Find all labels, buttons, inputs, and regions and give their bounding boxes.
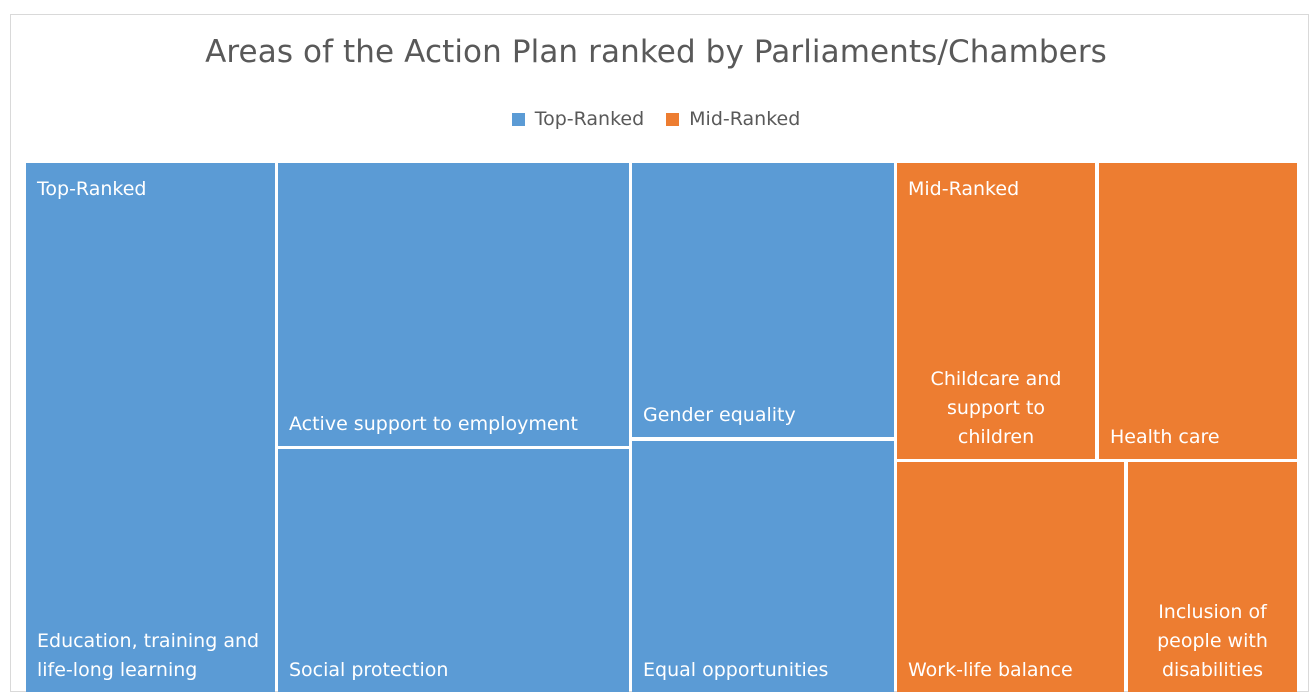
chart-title: Areas of the Action Plan ranked by Parli… bbox=[205, 34, 1107, 70]
tile-label-education-training-and-life-long-learning: Education, training and life-long learnin… bbox=[37, 630, 259, 681]
legend-label-mid-ranked: Mid-Ranked bbox=[689, 108, 801, 130]
legend-item-top-ranked: Top-Ranked bbox=[511, 108, 645, 130]
tile-work-life-balance bbox=[897, 462, 1124, 692]
legend: Top-Ranked Mid-Ranked bbox=[0, 108, 1312, 130]
tile-label-inclusion-of-people-with-disabilities: Inclusion of people with disabilities bbox=[1157, 601, 1268, 681]
legend-item-mid-ranked: Mid-Ranked bbox=[666, 108, 800, 130]
tile-childcare-and-support-to-children bbox=[897, 163, 1095, 459]
group-label-mid-ranked: Mid-Ranked bbox=[908, 178, 1019, 200]
tile-equal-opportunities bbox=[632, 441, 894, 692]
tile-label-health-care: Health care bbox=[1110, 426, 1220, 448]
group-label-top-ranked: Top-Ranked bbox=[36, 178, 146, 200]
tile-education-training-and-life-long-learning bbox=[26, 163, 275, 692]
tile-label-childcare-and-support-to-children: Childcare and support to children bbox=[931, 368, 1062, 448]
tile-active-support-to-employment bbox=[278, 163, 629, 446]
legend-swatch-mid-ranked bbox=[666, 112, 680, 126]
tile-health-care bbox=[1099, 163, 1297, 459]
tile-label-gender-equality: Gender equality bbox=[643, 404, 796, 426]
tile-label-equal-opportunities: Equal opportunities bbox=[643, 659, 828, 681]
tile-inclusion-of-people-with-disabilities bbox=[1128, 462, 1297, 692]
legend-label-top-ranked: Top-Ranked bbox=[534, 108, 645, 130]
tile-gender-equality bbox=[632, 163, 894, 437]
tile-label-active-support-to-employment: Active support to employment bbox=[289, 413, 578, 435]
tile-label-work-life-balance: Work-life balance bbox=[908, 659, 1073, 681]
tile-social-protection bbox=[278, 449, 629, 692]
legend-swatch-top-ranked bbox=[511, 112, 525, 126]
tile-label-social-protection: Social protection bbox=[289, 659, 448, 681]
